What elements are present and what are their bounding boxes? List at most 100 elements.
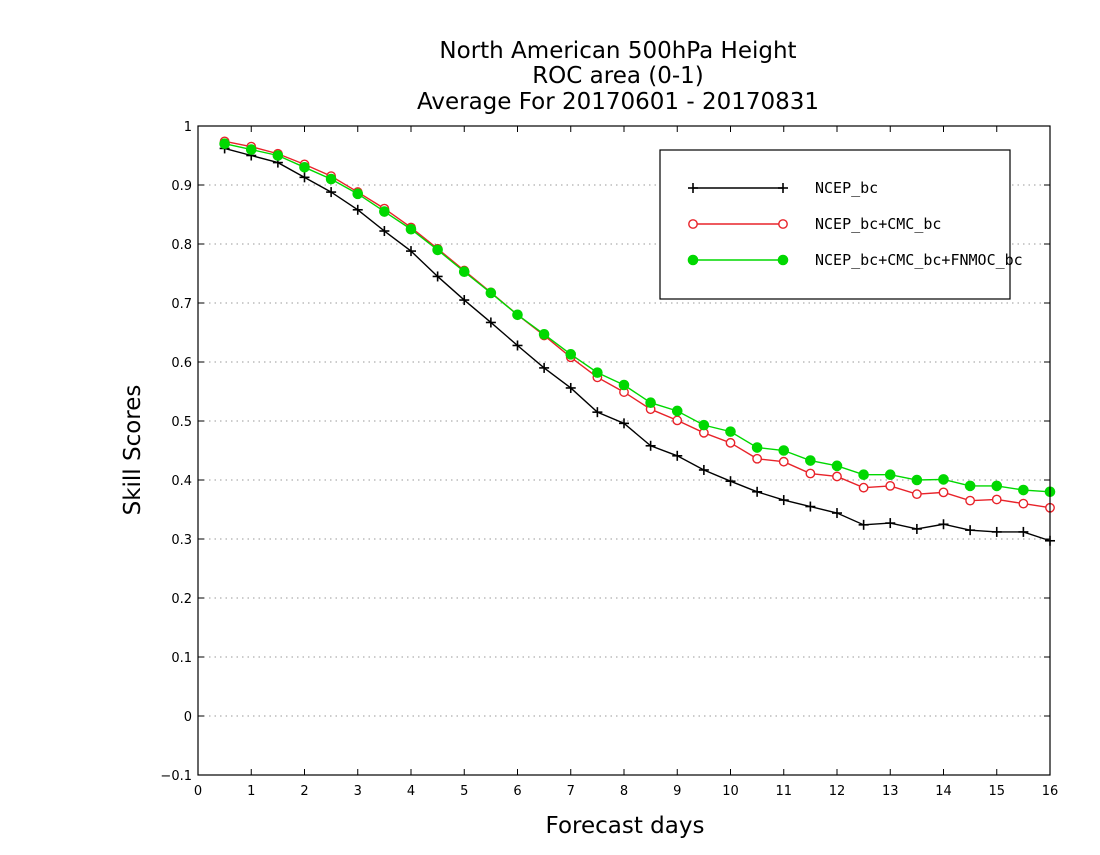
- data-point: [698, 419, 710, 431]
- legend-label: NCEP_bc: [815, 179, 878, 197]
- x-tick-label: 5: [460, 784, 468, 799]
- data-point: [512, 340, 523, 351]
- data-point: [858, 482, 869, 493]
- data-point: [406, 246, 416, 257]
- chart-title-line-3: Average For 20170601 - 20170831: [417, 89, 819, 115]
- data-point: [485, 317, 496, 328]
- data-point: [885, 518, 896, 529]
- data-point: [379, 206, 390, 217]
- series-3: [219, 138, 1056, 498]
- data-point: [778, 456, 789, 467]
- data-point: [672, 415, 683, 426]
- y-tick-label: 0.3: [171, 533, 192, 548]
- legend-marker-start: [688, 183, 698, 193]
- chart-title-line-1: North American 500hPa Height: [439, 38, 796, 64]
- data-point: [485, 287, 497, 299]
- data-point: [991, 480, 1003, 492]
- data-point: [1018, 526, 1029, 537]
- data-point: [752, 453, 763, 464]
- series-layer: [219, 136, 1056, 546]
- data-point: [832, 471, 842, 482]
- legend-marker-end: [778, 219, 788, 229]
- data-point: [432, 244, 443, 256]
- y-tick-label: 0.5: [171, 415, 192, 430]
- y-axis-label: Skill Scores: [120, 385, 146, 516]
- data-point: [884, 469, 896, 480]
- data-point: [565, 349, 577, 360]
- data-point: [778, 495, 789, 506]
- y-tick-label: 0.8: [171, 238, 192, 253]
- legend-label: NCEP_bc+CMC_bc+FNMOC_bc: [815, 251, 1023, 269]
- data-point: [965, 495, 976, 506]
- data-point: [325, 173, 337, 185]
- data-point: [379, 226, 390, 237]
- legend-label: NCEP_bc+CMC_bc: [815, 215, 941, 233]
- legend-marker-start: [687, 254, 699, 266]
- legend-entry-1: NCEP_bc: [688, 179, 878, 197]
- x-tick-label: 3: [354, 784, 362, 799]
- y-tick-label: 1: [184, 120, 192, 135]
- y-tick-label: 0: [184, 710, 192, 725]
- data-point: [645, 440, 656, 451]
- x-tick-label: 14: [935, 784, 952, 799]
- data-point: [1018, 498, 1029, 509]
- data-point: [245, 144, 257, 155]
- y-tick-label: 0.1: [171, 651, 192, 666]
- x-axis-ticks: 0 1 2 3 4 5 6 7 8 9 10 11 12 13 14 15 16: [194, 126, 1058, 799]
- data-point: [618, 379, 630, 391]
- data-point: [299, 162, 310, 173]
- data-point: [1018, 484, 1029, 496]
- data-point: [326, 187, 337, 198]
- x-tick-label: 7: [567, 784, 575, 799]
- y-tick-label: 0.9: [171, 179, 192, 194]
- data-point: [299, 172, 310, 183]
- data-point: [858, 519, 869, 530]
- data-point: [405, 223, 417, 235]
- legend-entry-3: NCEP_bc+CMC_bc+FNMOC_bc: [687, 251, 1023, 269]
- y-tick-label: 0.4: [171, 474, 192, 489]
- y-tick-label: 0.7: [171, 297, 192, 312]
- data-point: [858, 469, 869, 480]
- x-tick-label: 12: [829, 784, 846, 799]
- series-1: [219, 143, 1055, 546]
- data-point: [805, 501, 816, 512]
- x-tick-label: 6: [513, 784, 521, 799]
- x-axis-label: Forecast days: [546, 813, 705, 839]
- data-point: [432, 271, 443, 282]
- x-tick-label: 8: [620, 784, 628, 799]
- data-point: [938, 487, 949, 498]
- x-tick-label: 10: [722, 784, 739, 799]
- plot-frame: [197, 125, 1051, 776]
- data-point: [725, 476, 736, 487]
- data-point: [885, 480, 896, 491]
- series-line: [224, 147, 1051, 542]
- y-tick-label: 0.2: [171, 592, 192, 607]
- data-point: [592, 407, 603, 418]
- data-point: [645, 397, 656, 409]
- data-point: [805, 468, 816, 479]
- data-point: [751, 442, 763, 453]
- data-point: [565, 382, 576, 393]
- data-point: [991, 526, 1002, 537]
- data-point: [805, 455, 816, 466]
- legend-entry-2: NCEP_bc+CMC_bc: [688, 215, 941, 233]
- data-point: [911, 474, 923, 486]
- x-tick-label: 9: [673, 784, 681, 799]
- y-tick-label: 0.6: [171, 356, 192, 371]
- x-tick-label: 4: [407, 784, 415, 799]
- data-point: [965, 525, 976, 536]
- data-point: [725, 437, 736, 448]
- data-point: [938, 519, 949, 530]
- data-point: [592, 367, 603, 378]
- data-point: [672, 450, 683, 461]
- data-point: [911, 523, 922, 534]
- data-point: [619, 418, 629, 429]
- data-point: [832, 508, 842, 519]
- y-tick-label: −0.1: [160, 769, 192, 784]
- data-point: [458, 266, 470, 278]
- x-tick-label: 16: [1042, 784, 1059, 799]
- data-point: [459, 295, 470, 306]
- legend: NCEP_bc NCEP_bc+CMC_bc NCEP_bc+CMC_bc+FNMO…: [659, 149, 1023, 300]
- data-point: [778, 445, 790, 456]
